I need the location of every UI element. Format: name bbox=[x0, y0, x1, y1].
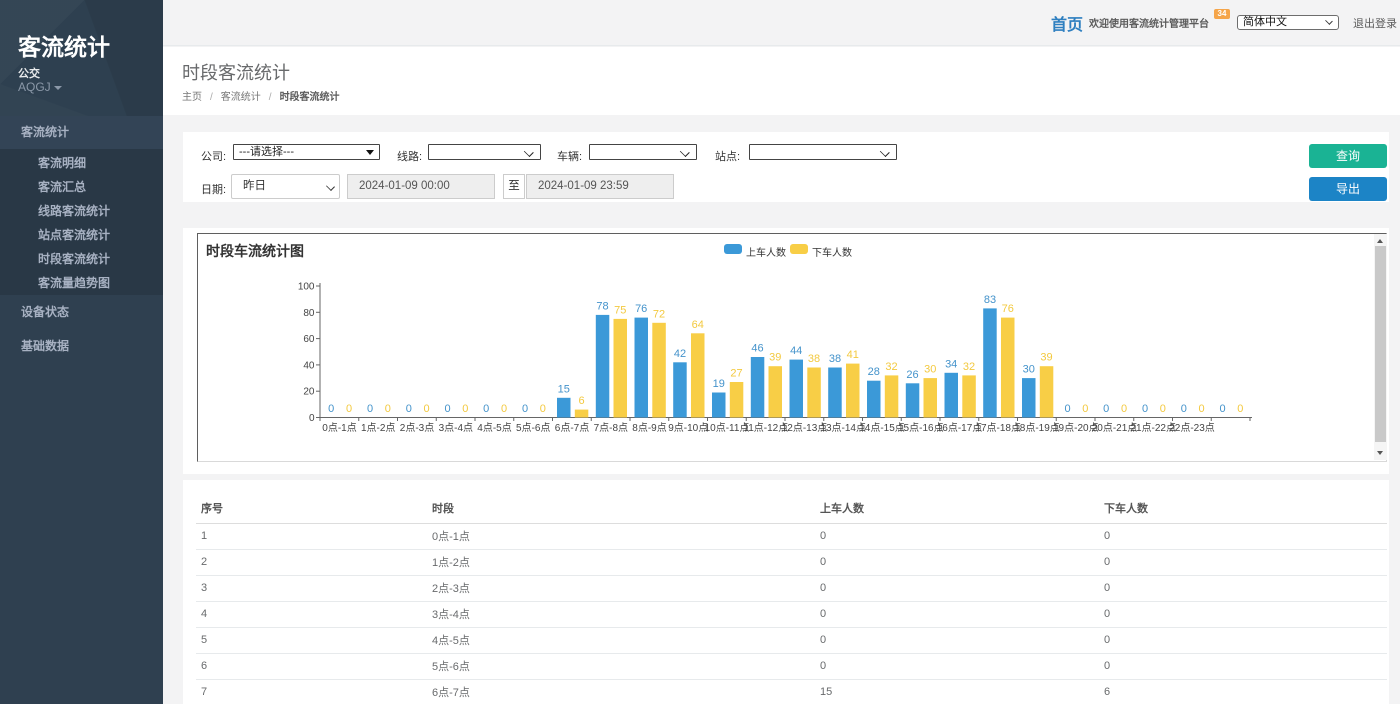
svg-text:0: 0 bbox=[1198, 403, 1204, 415]
svg-text:75: 75 bbox=[614, 304, 626, 316]
svg-text:8点-9点: 8点-9点 bbox=[632, 422, 666, 434]
svg-text:0: 0 bbox=[522, 403, 528, 415]
svg-text:12点-13点: 12点-13点 bbox=[782, 422, 828, 434]
svg-text:80: 80 bbox=[303, 308, 315, 319]
svg-text:0: 0 bbox=[1160, 403, 1166, 415]
svg-text:20点-21点: 20点-21点 bbox=[1092, 422, 1138, 434]
svg-text:78: 78 bbox=[596, 300, 608, 312]
svg-text:0: 0 bbox=[1237, 403, 1243, 415]
svg-text:18点-19点: 18点-19点 bbox=[1014, 422, 1060, 434]
svg-text:32: 32 bbox=[885, 361, 897, 373]
svg-text:30: 30 bbox=[924, 364, 936, 376]
svg-text:1点-2点: 1点-2点 bbox=[361, 422, 395, 434]
svg-text:0: 0 bbox=[483, 403, 489, 415]
svg-text:0: 0 bbox=[328, 403, 334, 415]
svg-text:0: 0 bbox=[462, 403, 468, 415]
svg-text:15点-16点: 15点-16点 bbox=[898, 422, 944, 434]
svg-text:46: 46 bbox=[751, 343, 763, 355]
svg-text:42: 42 bbox=[674, 348, 686, 360]
svg-text:0: 0 bbox=[1142, 403, 1148, 415]
svg-text:0: 0 bbox=[424, 403, 430, 415]
svg-text:21点-22点: 21点-22点 bbox=[1130, 422, 1176, 434]
svg-text:0: 0 bbox=[385, 403, 391, 415]
svg-text:64: 64 bbox=[692, 319, 704, 331]
svg-text:30: 30 bbox=[1023, 364, 1035, 376]
svg-text:2点-3点: 2点-3点 bbox=[400, 422, 434, 434]
svg-text:7点-8点: 7点-8点 bbox=[594, 422, 628, 434]
svg-text:5点-6点: 5点-6点 bbox=[516, 422, 550, 434]
svg-text:22点-23点: 22点-23点 bbox=[1169, 422, 1215, 434]
svg-text:72: 72 bbox=[653, 308, 665, 320]
svg-text:16点-17点: 16点-17点 bbox=[937, 422, 983, 434]
svg-text:0: 0 bbox=[540, 403, 546, 415]
svg-text:4点-5点: 4点-5点 bbox=[477, 422, 511, 434]
svg-text:41: 41 bbox=[847, 349, 859, 361]
svg-text:17点-18点: 17点-18点 bbox=[975, 422, 1021, 434]
svg-text:39: 39 bbox=[1040, 352, 1052, 364]
svg-text:44: 44 bbox=[790, 345, 802, 357]
svg-text:6: 6 bbox=[578, 395, 584, 407]
svg-text:0: 0 bbox=[309, 413, 315, 424]
svg-text:27: 27 bbox=[730, 368, 742, 380]
svg-text:0: 0 bbox=[367, 403, 373, 415]
svg-text:0: 0 bbox=[406, 403, 412, 415]
svg-text:0: 0 bbox=[444, 403, 450, 415]
svg-text:9点-10点: 9点-10点 bbox=[668, 422, 708, 434]
svg-text:83: 83 bbox=[984, 294, 996, 306]
svg-text:0: 0 bbox=[1103, 403, 1109, 415]
svg-text:3点-4点: 3点-4点 bbox=[439, 422, 473, 434]
svg-text:19点-20点: 19点-20点 bbox=[1053, 422, 1099, 434]
svg-text:20: 20 bbox=[303, 387, 315, 398]
svg-text:100: 100 bbox=[298, 282, 315, 293]
svg-text:13点-14点: 13点-14点 bbox=[820, 422, 866, 434]
svg-text:0: 0 bbox=[1219, 403, 1225, 415]
svg-text:26: 26 bbox=[906, 369, 918, 381]
svg-text:0: 0 bbox=[346, 403, 352, 415]
svg-text:76: 76 bbox=[635, 303, 647, 315]
svg-text:34: 34 bbox=[945, 358, 957, 370]
svg-text:0: 0 bbox=[1082, 403, 1088, 415]
svg-text:11点-12点: 11点-12点 bbox=[743, 422, 788, 434]
svg-text:32: 32 bbox=[963, 361, 975, 373]
svg-text:28: 28 bbox=[868, 366, 880, 378]
svg-text:0: 0 bbox=[1121, 403, 1127, 415]
svg-text:60: 60 bbox=[303, 334, 315, 345]
svg-text:6点-7点: 6点-7点 bbox=[555, 422, 589, 434]
svg-text:0: 0 bbox=[501, 403, 507, 415]
svg-text:38: 38 bbox=[829, 353, 841, 365]
svg-text:76: 76 bbox=[1002, 303, 1014, 315]
svg-text:40: 40 bbox=[303, 360, 315, 371]
svg-text:39: 39 bbox=[769, 352, 781, 364]
svg-text:15: 15 bbox=[558, 383, 570, 395]
svg-text:38: 38 bbox=[808, 353, 820, 365]
svg-text:14点-15点: 14点-15点 bbox=[859, 422, 905, 434]
svg-text:19: 19 bbox=[713, 378, 725, 390]
svg-text:10点-11点: 10点-11点 bbox=[705, 422, 750, 434]
svg-text:0点-1点: 0点-1点 bbox=[322, 422, 356, 434]
svg-text:0: 0 bbox=[1064, 403, 1070, 415]
svg-text:0: 0 bbox=[1181, 403, 1187, 415]
